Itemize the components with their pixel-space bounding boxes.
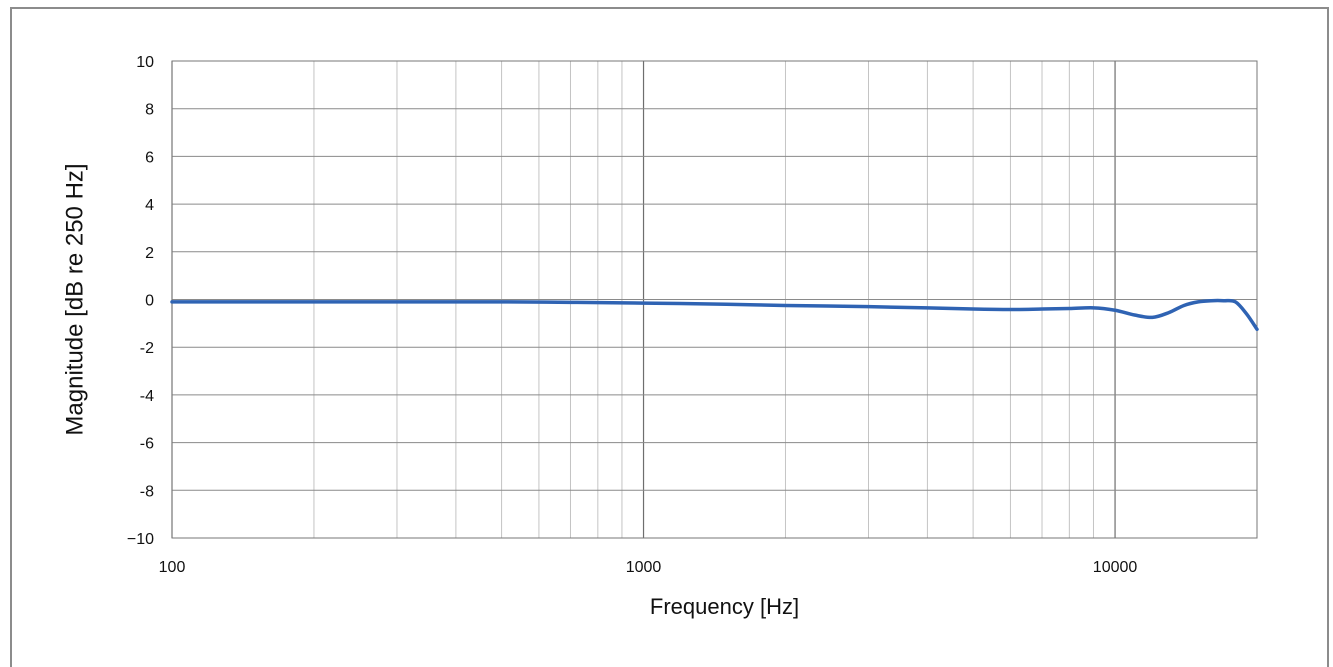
chart-frame [10, 7, 1329, 667]
y-tick-label: 4 [145, 197, 154, 214]
y-tick-label: 6 [145, 149, 154, 166]
x-axis-label: Frequency [Hz] [650, 594, 799, 619]
y-tick-label: 8 [145, 102, 154, 119]
x-tick-label: 10000 [1093, 559, 1138, 576]
x-tick-labels: 100 1000 10000 [159, 559, 1138, 576]
y-tick-label: −10 [127, 531, 154, 548]
y-tick-labels: 10 8 6 4 2 0 -2 -4 -6 -8 −10 [127, 54, 154, 548]
major-grid [171, 60, 1257, 539]
y-tick-label: 10 [136, 54, 154, 71]
y-tick-label: 0 [145, 293, 154, 310]
x-tick-label: 100 [159, 559, 186, 576]
y-tick-label: -8 [140, 483, 154, 500]
y-axis-label: Magnitude [dB re 250 Hz] [61, 163, 88, 435]
y-tick-label: -2 [140, 340, 154, 357]
magnitude-series-line [170, 298, 1259, 332]
y-tick-label: 2 [145, 245, 154, 262]
series-layer [170, 298, 1259, 332]
plot-area-border [171, 60, 1258, 539]
y-tick-label: -6 [140, 436, 154, 453]
y-tick-label: -4 [140, 388, 154, 405]
x-tick-label: 1000 [626, 559, 662, 576]
